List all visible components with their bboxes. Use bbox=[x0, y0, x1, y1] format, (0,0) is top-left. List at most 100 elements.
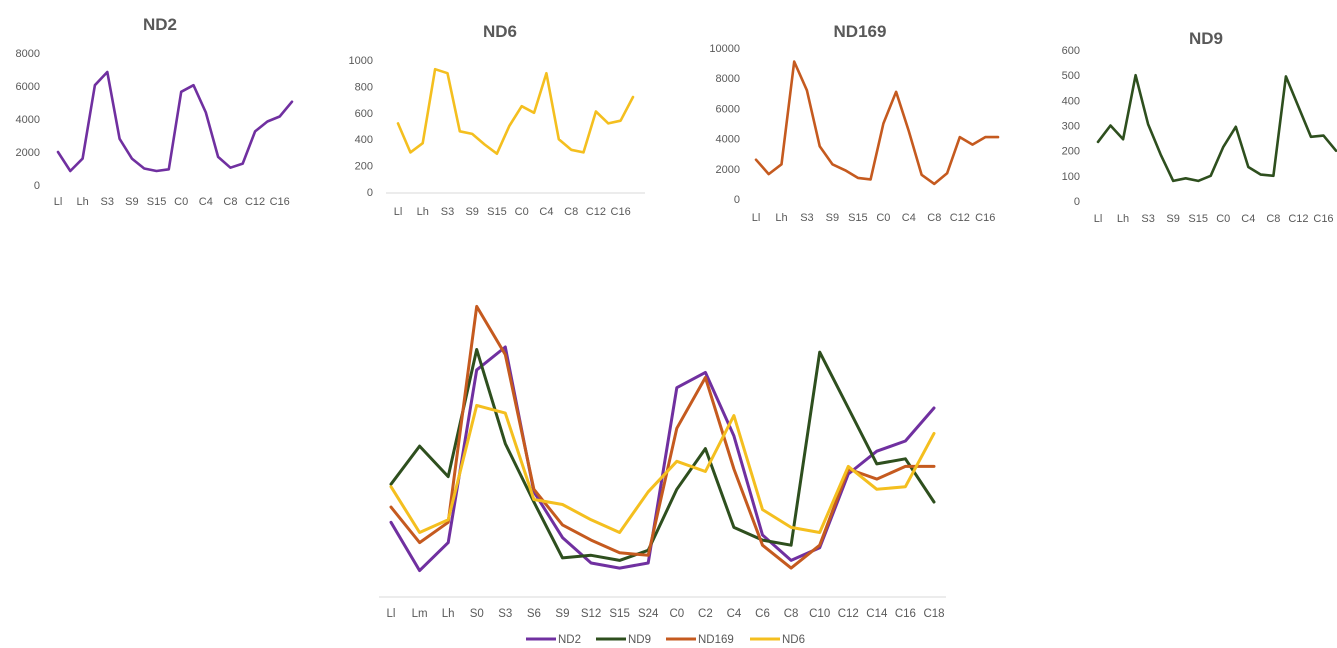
x-tick-label: S0 bbox=[470, 608, 484, 620]
y-tick-label: 100 bbox=[1062, 171, 1080, 183]
x-tick-label: S15 bbox=[1188, 213, 1208, 225]
x-tick-label: C0 bbox=[515, 206, 529, 218]
x-tick-label: C4 bbox=[727, 608, 742, 620]
y-tick-label: 0 bbox=[34, 180, 40, 192]
chart-nd169: ND169 0 2000 4000 6000 8000 10000 Ll Lh S3 S9 S15 C… bbox=[709, 22, 1000, 224]
y-tick-label: 1000 bbox=[349, 55, 373, 67]
series-line-nd6 bbox=[389, 403, 936, 534]
x-tick-label: Lh bbox=[417, 206, 429, 218]
x-tick-label: C16 bbox=[270, 196, 290, 208]
x-tick-label: S3 bbox=[101, 196, 114, 208]
legend: ND2 ND9 ND169 ND6 bbox=[526, 634, 805, 646]
y-tick-label: 8000 bbox=[716, 73, 740, 85]
y-tick-label: 6000 bbox=[16, 81, 40, 93]
y-tick-label: 400 bbox=[355, 134, 373, 146]
x-tick-label: S3 bbox=[1141, 213, 1154, 225]
x-tick-label: C12 bbox=[950, 212, 970, 224]
x-tick-label: C8 bbox=[564, 206, 578, 218]
y-tick-label: 0 bbox=[367, 187, 373, 199]
x-tick-label: C4 bbox=[539, 206, 553, 218]
y-tick-label: 200 bbox=[1062, 146, 1080, 158]
y-tick-label: 10000 bbox=[709, 43, 740, 55]
x-tick-label: Ll bbox=[752, 212, 761, 224]
y-tick-label: 6000 bbox=[716, 103, 740, 115]
x-tick-label: C14 bbox=[866, 608, 888, 620]
chart-title: ND6 bbox=[483, 22, 517, 41]
series-line-nd6 bbox=[396, 67, 635, 155]
series-line-nd2 bbox=[56, 70, 294, 173]
plot-area: 0 2000 4000 6000 8000 10000 Ll Lh S3 S9 S15 C0 C4 C8 C… bbox=[709, 43, 1000, 224]
plot-area: 0 100 200 300 400 500 600 Ll Lh S3 S9 S15 C0 C4 C8 C12 C… bbox=[1062, 45, 1337, 225]
x-tick-label: C4 bbox=[199, 196, 213, 208]
x-tick-label: C12 bbox=[1288, 213, 1308, 225]
x-tick-label: C0 bbox=[876, 212, 890, 224]
x-tick-label: S6 bbox=[527, 608, 541, 620]
y-tick-label: 300 bbox=[1062, 121, 1080, 133]
x-tick-label: S9 bbox=[1166, 213, 1179, 225]
y-tick-label: 400 bbox=[1062, 95, 1080, 107]
y-tick-label: 4000 bbox=[716, 134, 740, 146]
x-tick-label: S9 bbox=[555, 608, 569, 620]
x-tick-label: C8 bbox=[1266, 213, 1280, 225]
x-tick-label: C16 bbox=[611, 206, 631, 218]
x-tick-label: C0 bbox=[669, 608, 684, 620]
x-tick-label: C4 bbox=[902, 212, 916, 224]
plot-area: Ll Lm Lh S0 S3 S6 S9 S12 S15 S24 C0 C2 C4 C6 C8 C10 C12 C… bbox=[379, 304, 946, 620]
y-tick-label: 0 bbox=[1074, 196, 1080, 208]
x-tick-label: S3 bbox=[800, 212, 813, 224]
x-tick-label: C16 bbox=[975, 212, 995, 224]
x-tick-label: Ll bbox=[54, 196, 63, 208]
x-tick-label: S24 bbox=[638, 608, 659, 620]
y-tick-label: 600 bbox=[355, 108, 373, 120]
x-tick-label: Lh bbox=[775, 212, 787, 224]
y-tick-label: 800 bbox=[355, 81, 373, 93]
x-tick-label: S15 bbox=[609, 608, 629, 620]
x-tick-label: Lh bbox=[1117, 213, 1129, 225]
x-tick-label: C4 bbox=[1241, 213, 1255, 225]
x-tick-label: S15 bbox=[848, 212, 868, 224]
chart-nd9: ND9 0 100 200 300 400 500 600 Ll Lh S3 S9 S15 C0 C4 C8… bbox=[1062, 29, 1337, 225]
x-tick-label: S3 bbox=[498, 608, 512, 620]
plot-area: 0 200 400 600 800 1000 Ll Lh S3 S9 S15 C0 C4 C8 C12 C16 bbox=[349, 55, 645, 218]
x-tick-label: C2 bbox=[698, 608, 713, 620]
x-tick-label: Ll bbox=[1094, 213, 1103, 225]
y-tick-label: 600 bbox=[1062, 45, 1080, 57]
chart-title: ND2 bbox=[143, 15, 177, 34]
x-tick-label: S3 bbox=[441, 206, 454, 218]
y-tick-label: 200 bbox=[355, 161, 373, 173]
chart-title: ND169 bbox=[834, 22, 887, 41]
legend-label: ND6 bbox=[782, 634, 805, 646]
x-tick-label: Ll bbox=[387, 608, 396, 620]
y-tick-label: 0 bbox=[734, 194, 740, 206]
series-line-nd9 bbox=[389, 348, 936, 562]
x-tick-label: S9 bbox=[826, 212, 839, 224]
x-tick-label: C8 bbox=[784, 608, 799, 620]
legend-label: ND169 bbox=[698, 634, 734, 646]
y-tick-label: 4000 bbox=[16, 114, 40, 126]
x-tick-label: C6 bbox=[755, 608, 770, 620]
y-tick-label: 2000 bbox=[16, 147, 40, 159]
x-tick-label: C12 bbox=[245, 196, 265, 208]
x-tick-label: C18 bbox=[923, 608, 944, 620]
series-line-nd169 bbox=[754, 60, 1000, 186]
x-tick-label: S15 bbox=[147, 196, 167, 208]
legend-label: ND2 bbox=[558, 634, 581, 646]
x-tick-label: S15 bbox=[487, 206, 507, 218]
x-tick-label: C0 bbox=[174, 196, 188, 208]
x-tick-label: Lh bbox=[442, 608, 455, 620]
chart-title: ND9 bbox=[1189, 29, 1223, 48]
x-tick-label: C12 bbox=[838, 608, 859, 620]
x-tick-label: C16 bbox=[1313, 213, 1333, 225]
legend-label: ND9 bbox=[628, 634, 651, 646]
chart-nd6: ND6 0 200 400 600 800 1000 Ll Lh S3 S9 S15 C0 C4 C8 C1… bbox=[349, 22, 645, 218]
y-tick-label: 2000 bbox=[716, 164, 740, 176]
x-tick-label: Ll bbox=[394, 206, 403, 218]
x-tick-label: C16 bbox=[895, 608, 916, 620]
x-tick-label: C8 bbox=[927, 212, 941, 224]
y-tick-label: 8000 bbox=[16, 48, 40, 60]
chart-combined: Ll Lm Lh S0 S3 S6 S9 S12 S15 S24 C0 C2 C4 C6 C8 C10 C12 C… bbox=[379, 304, 946, 646]
x-tick-label: Lm bbox=[412, 608, 428, 620]
x-tick-label: C12 bbox=[586, 206, 606, 218]
y-tick-label: 500 bbox=[1062, 70, 1080, 82]
x-tick-label: C10 bbox=[809, 608, 830, 620]
